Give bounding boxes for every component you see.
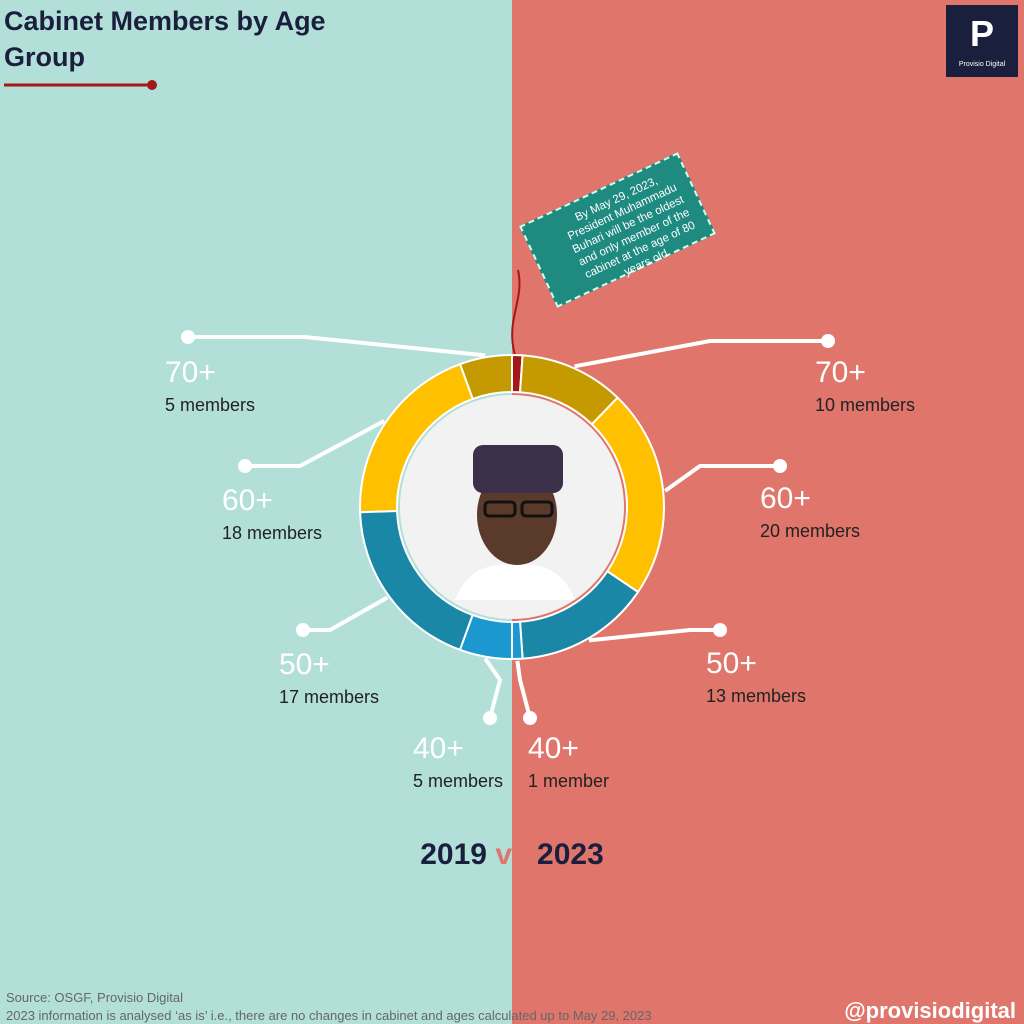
portrait xyxy=(455,445,575,600)
logo-letter: P xyxy=(970,13,994,54)
category-label: 60+ xyxy=(222,484,273,517)
leader-dot xyxy=(181,330,195,344)
logo-text: Provisio Digital xyxy=(959,61,1006,68)
leader-line xyxy=(245,419,386,468)
leader-dot xyxy=(713,623,727,637)
value-label: 10 members xyxy=(815,395,915,415)
leader-line xyxy=(483,657,503,719)
donut-segment xyxy=(511,620,524,661)
value-label: 18 members xyxy=(222,523,322,543)
value-label: 5 members xyxy=(413,771,503,791)
note: 2023 information is analysed ‘as is’ i.e… xyxy=(6,1008,652,1023)
category-label: 40+ xyxy=(413,732,464,765)
category-label: 50+ xyxy=(279,648,330,681)
year-left: 2019 xyxy=(420,838,487,871)
category-label: 40+ xyxy=(528,732,579,765)
leader-line xyxy=(303,595,389,632)
leader-line xyxy=(588,628,720,643)
category-label: 70+ xyxy=(165,356,216,389)
title-dot xyxy=(147,80,157,90)
handle: @provisiodigital xyxy=(844,998,1016,1023)
category-label: 50+ xyxy=(706,647,757,680)
value-label: 20 members xyxy=(760,521,860,541)
year-right: 2023 xyxy=(537,838,604,871)
logo xyxy=(946,5,1018,77)
leader-dot xyxy=(523,711,537,725)
leader-line xyxy=(188,335,486,358)
leader-line xyxy=(574,339,828,369)
source: Source: OSGF, Provisio Digital xyxy=(6,990,183,1005)
leader-dot xyxy=(773,459,787,473)
chart-title: Cabinet Members by Age Group xyxy=(4,6,326,72)
leader-dot xyxy=(483,711,497,725)
category-label: 70+ xyxy=(815,356,866,389)
value-label: 1 member xyxy=(528,771,609,791)
leader-dot xyxy=(296,623,310,637)
leader-line xyxy=(515,660,532,719)
vs: vs xyxy=(495,838,528,871)
comparison: 2019 vs 2023 xyxy=(420,838,604,871)
value-label: 13 members xyxy=(706,686,806,706)
tag-string xyxy=(511,269,521,356)
leader-dot xyxy=(238,459,252,473)
value-label: 5 members xyxy=(165,395,255,415)
leader-line xyxy=(663,464,780,493)
leader-dot xyxy=(821,334,835,348)
value-label: 17 members xyxy=(279,687,379,707)
category-label: 60+ xyxy=(760,482,811,515)
